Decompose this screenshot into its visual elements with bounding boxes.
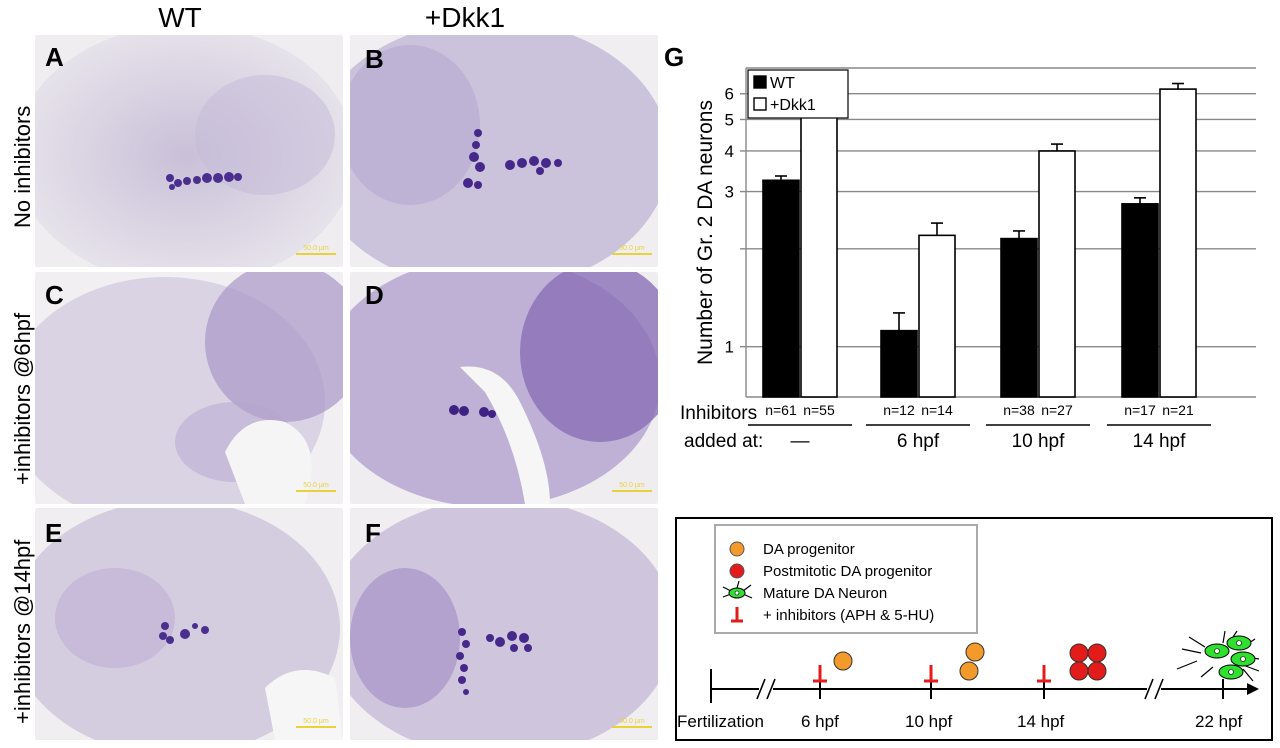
- micrograph-a: [35, 35, 343, 267]
- legend-label: +Dkk1: [770, 97, 816, 114]
- legend-label-progenitor: DA progenitor: [763, 541, 855, 558]
- timeline-label-14hpf: 14 hpf: [1017, 712, 1065, 731]
- category-label: —: [791, 431, 810, 452]
- panel-label-d: D: [365, 280, 384, 310]
- scale-bar-d: 50.0 µm: [612, 482, 652, 492]
- timeline-label-22hpf: 22 hpf: [1195, 712, 1243, 731]
- n-label: n=21: [1162, 402, 1194, 418]
- micrograph-e: [35, 508, 343, 740]
- legend-swatch: [753, 75, 767, 89]
- n-label: n=27: [1041, 402, 1073, 418]
- row-header-inhibitors: Inhibitors: [680, 403, 757, 424]
- panel-label-e: E: [45, 518, 63, 548]
- bar-dkk1-3: [1159, 88, 1197, 398]
- legend-swatch: [753, 97, 767, 111]
- panel-label-c: C: [45, 280, 64, 310]
- micrograph-b: [350, 35, 658, 267]
- mature-neuron-cluster: [1204, 635, 1256, 680]
- micrograph-f: [350, 508, 658, 740]
- n-label: n=17: [1124, 402, 1156, 418]
- column-header-wt: WT: [158, 2, 202, 33]
- timeline-panel-h: DA progenitor Postmitotic DA progenitor …: [675, 517, 1273, 741]
- scale-bar-f: 50.0 µm: [612, 718, 652, 728]
- legend-label-mature: Mature DA Neuron: [763, 585, 887, 602]
- bar-wt-2: [1000, 237, 1038, 398]
- row-label-no-inhibitors: No inhibitors: [10, 105, 35, 228]
- panel-label-f: F: [365, 518, 381, 548]
- legend-neuron-icon: [722, 580, 753, 599]
- legend-label-inhibitors: + inhibitors (APH & 5-HU): [763, 607, 934, 624]
- scale-bar-c: 50.0 µm: [296, 482, 336, 492]
- timeline-label-fertilization: Fertilization: [677, 712, 764, 731]
- n-label: n=14: [921, 402, 953, 418]
- category-label: 14 hpf: [1133, 431, 1187, 452]
- n-label: n=12: [883, 402, 915, 418]
- n-label: n=38: [1003, 402, 1035, 418]
- bar-wt-3: [1121, 203, 1159, 398]
- scale-bar-a: 50.0 µm: [296, 245, 336, 255]
- scale-bar-e: 50.0 µm: [296, 718, 336, 728]
- category-label: 6 hpf: [897, 431, 940, 452]
- y-tick-label: 3: [725, 183, 734, 202]
- timeline-label-6hpf: 6 hpf: [801, 712, 839, 731]
- y-tick-label: 4: [725, 142, 734, 161]
- bar-dkk1-2: [1038, 150, 1076, 398]
- bar-wt-0: [762, 179, 800, 398]
- y-tick-label: 6: [725, 85, 734, 104]
- panel-label-b: B: [365, 44, 384, 74]
- y-axis-label: Number of Gr. 2 DA neurons: [694, 100, 717, 365]
- y-tick-label: 1: [725, 338, 734, 357]
- panel-label-g: G: [664, 42, 685, 72]
- micrograph-d: [350, 272, 658, 504]
- legend-label-postmitotic: Postmitotic DA progenitor: [763, 563, 932, 580]
- row-header-added-at: added at:: [684, 431, 763, 452]
- column-header-dkk1: +Dkk1: [424, 2, 506, 33]
- legend-orange-circle-icon: [729, 541, 745, 557]
- timeline-label-10hpf: 10 hpf: [905, 712, 953, 731]
- legend-inhibitor-icon: [731, 607, 743, 623]
- y-tick-label: 5: [725, 110, 734, 129]
- timeline-graphic: DA progenitor Postmitotic DA progenitor …: [677, 524, 1260, 731]
- panel-label-a: A: [45, 42, 64, 72]
- bar-chart-g: 1 3 4 5 6 Number of Gr. 2 DA neurons n=61 n=55 —…: [680, 67, 1256, 452]
- legend-label: WT: [770, 75, 795, 92]
- row-label-inhibitors-6hpf: +inhibitors @6hpf: [10, 312, 35, 485]
- bar-dkk1-1: [918, 234, 956, 398]
- micrograph-c: [35, 272, 343, 504]
- n-label: n=55: [803, 402, 835, 418]
- bar-wt-1: [880, 329, 918, 398]
- category-label: 10 hpf: [1012, 431, 1066, 452]
- n-label: n=61: [765, 402, 797, 418]
- bar-dkk1-0: [800, 97, 838, 398]
- legend-red-circle-icon: [729, 563, 745, 579]
- scale-bar-b: 50.0 µm: [612, 245, 652, 255]
- row-label-inhibitors-14hpf: +inhibitors @14hpf: [10, 539, 35, 724]
